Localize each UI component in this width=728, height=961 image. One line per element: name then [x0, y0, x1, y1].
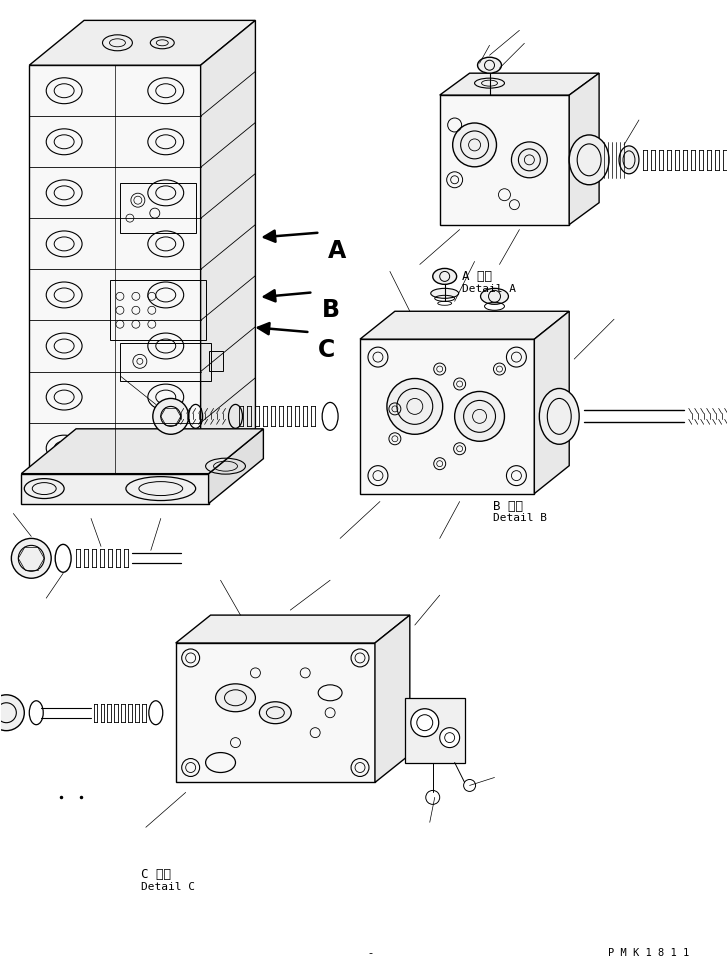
Ellipse shape — [215, 684, 256, 712]
Text: Detail A: Detail A — [462, 284, 515, 294]
Polygon shape — [21, 474, 209, 504]
Polygon shape — [29, 21, 256, 66]
Ellipse shape — [432, 269, 456, 285]
Polygon shape — [175, 643, 375, 782]
Text: B 詳細: B 詳細 — [493, 499, 523, 512]
Polygon shape — [201, 21, 256, 474]
Polygon shape — [440, 74, 599, 96]
Polygon shape — [405, 698, 464, 763]
Circle shape — [512, 143, 547, 179]
Circle shape — [153, 399, 189, 434]
Text: P M K 1 8 1 1: P M K 1 8 1 1 — [607, 947, 689, 957]
Circle shape — [453, 124, 496, 167]
Ellipse shape — [569, 136, 609, 185]
Circle shape — [411, 709, 439, 737]
Text: B: B — [323, 298, 340, 322]
Polygon shape — [29, 66, 201, 474]
Ellipse shape — [431, 289, 459, 299]
Circle shape — [455, 392, 505, 442]
Polygon shape — [375, 615, 410, 782]
Ellipse shape — [323, 403, 338, 431]
Ellipse shape — [478, 59, 502, 74]
Ellipse shape — [259, 702, 291, 724]
Polygon shape — [534, 312, 569, 494]
Ellipse shape — [539, 389, 579, 445]
Polygon shape — [440, 96, 569, 226]
Text: A 詳細: A 詳細 — [462, 270, 491, 283]
Ellipse shape — [475, 79, 505, 89]
Polygon shape — [360, 312, 569, 340]
Text: Detail C: Detail C — [141, 881, 195, 891]
Ellipse shape — [480, 289, 508, 305]
Text: A: A — [328, 238, 347, 262]
Text: C: C — [318, 338, 336, 361]
Polygon shape — [360, 340, 534, 494]
Polygon shape — [21, 430, 264, 474]
Circle shape — [12, 539, 51, 579]
Polygon shape — [175, 615, 410, 643]
Ellipse shape — [619, 147, 639, 175]
Polygon shape — [569, 74, 599, 226]
Text: -: - — [368, 947, 372, 957]
Text: Detail B: Detail B — [493, 513, 547, 523]
Circle shape — [0, 695, 24, 731]
Circle shape — [387, 379, 443, 434]
Circle shape — [440, 727, 459, 748]
Text: C 詳細: C 詳細 — [141, 867, 171, 880]
Polygon shape — [209, 430, 264, 504]
